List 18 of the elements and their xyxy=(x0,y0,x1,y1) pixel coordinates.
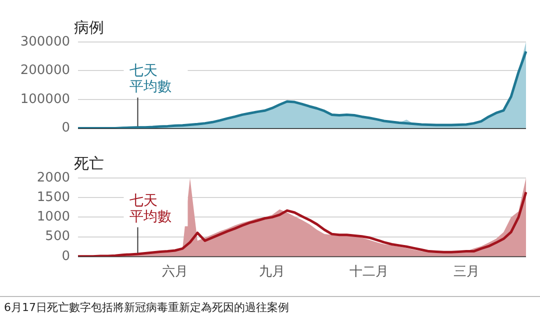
x-tick-label: 三月 xyxy=(453,264,480,280)
y-tick-label: 1500 xyxy=(36,190,70,205)
chart-title: 死亡 xyxy=(74,154,104,172)
x-tick-label: 十二月 xyxy=(350,264,389,280)
x-tick-label: 九月 xyxy=(259,264,286,280)
y-tick-label: 100000 xyxy=(20,92,70,107)
series-label: 七天平均數 xyxy=(130,192,172,225)
text: 6月17日死亡數字包括將新冠病毒重新定為死因的過往案例 xyxy=(4,300,289,315)
y-tick-label: 500 xyxy=(45,229,70,244)
y-tick-label: 2000 xyxy=(36,170,70,186)
y-tick-label: 0 xyxy=(62,120,70,136)
y-tick-label: 300000 xyxy=(20,34,70,50)
x-tick-label: 六月 xyxy=(162,264,188,280)
text: 七天平均數 xyxy=(130,63,172,96)
y-tick-label: 200000 xyxy=(20,63,70,78)
chart-title: 病例 xyxy=(74,18,104,36)
y-tick-label: 0 xyxy=(62,248,70,264)
y-tick-label: 1000 xyxy=(36,210,70,225)
